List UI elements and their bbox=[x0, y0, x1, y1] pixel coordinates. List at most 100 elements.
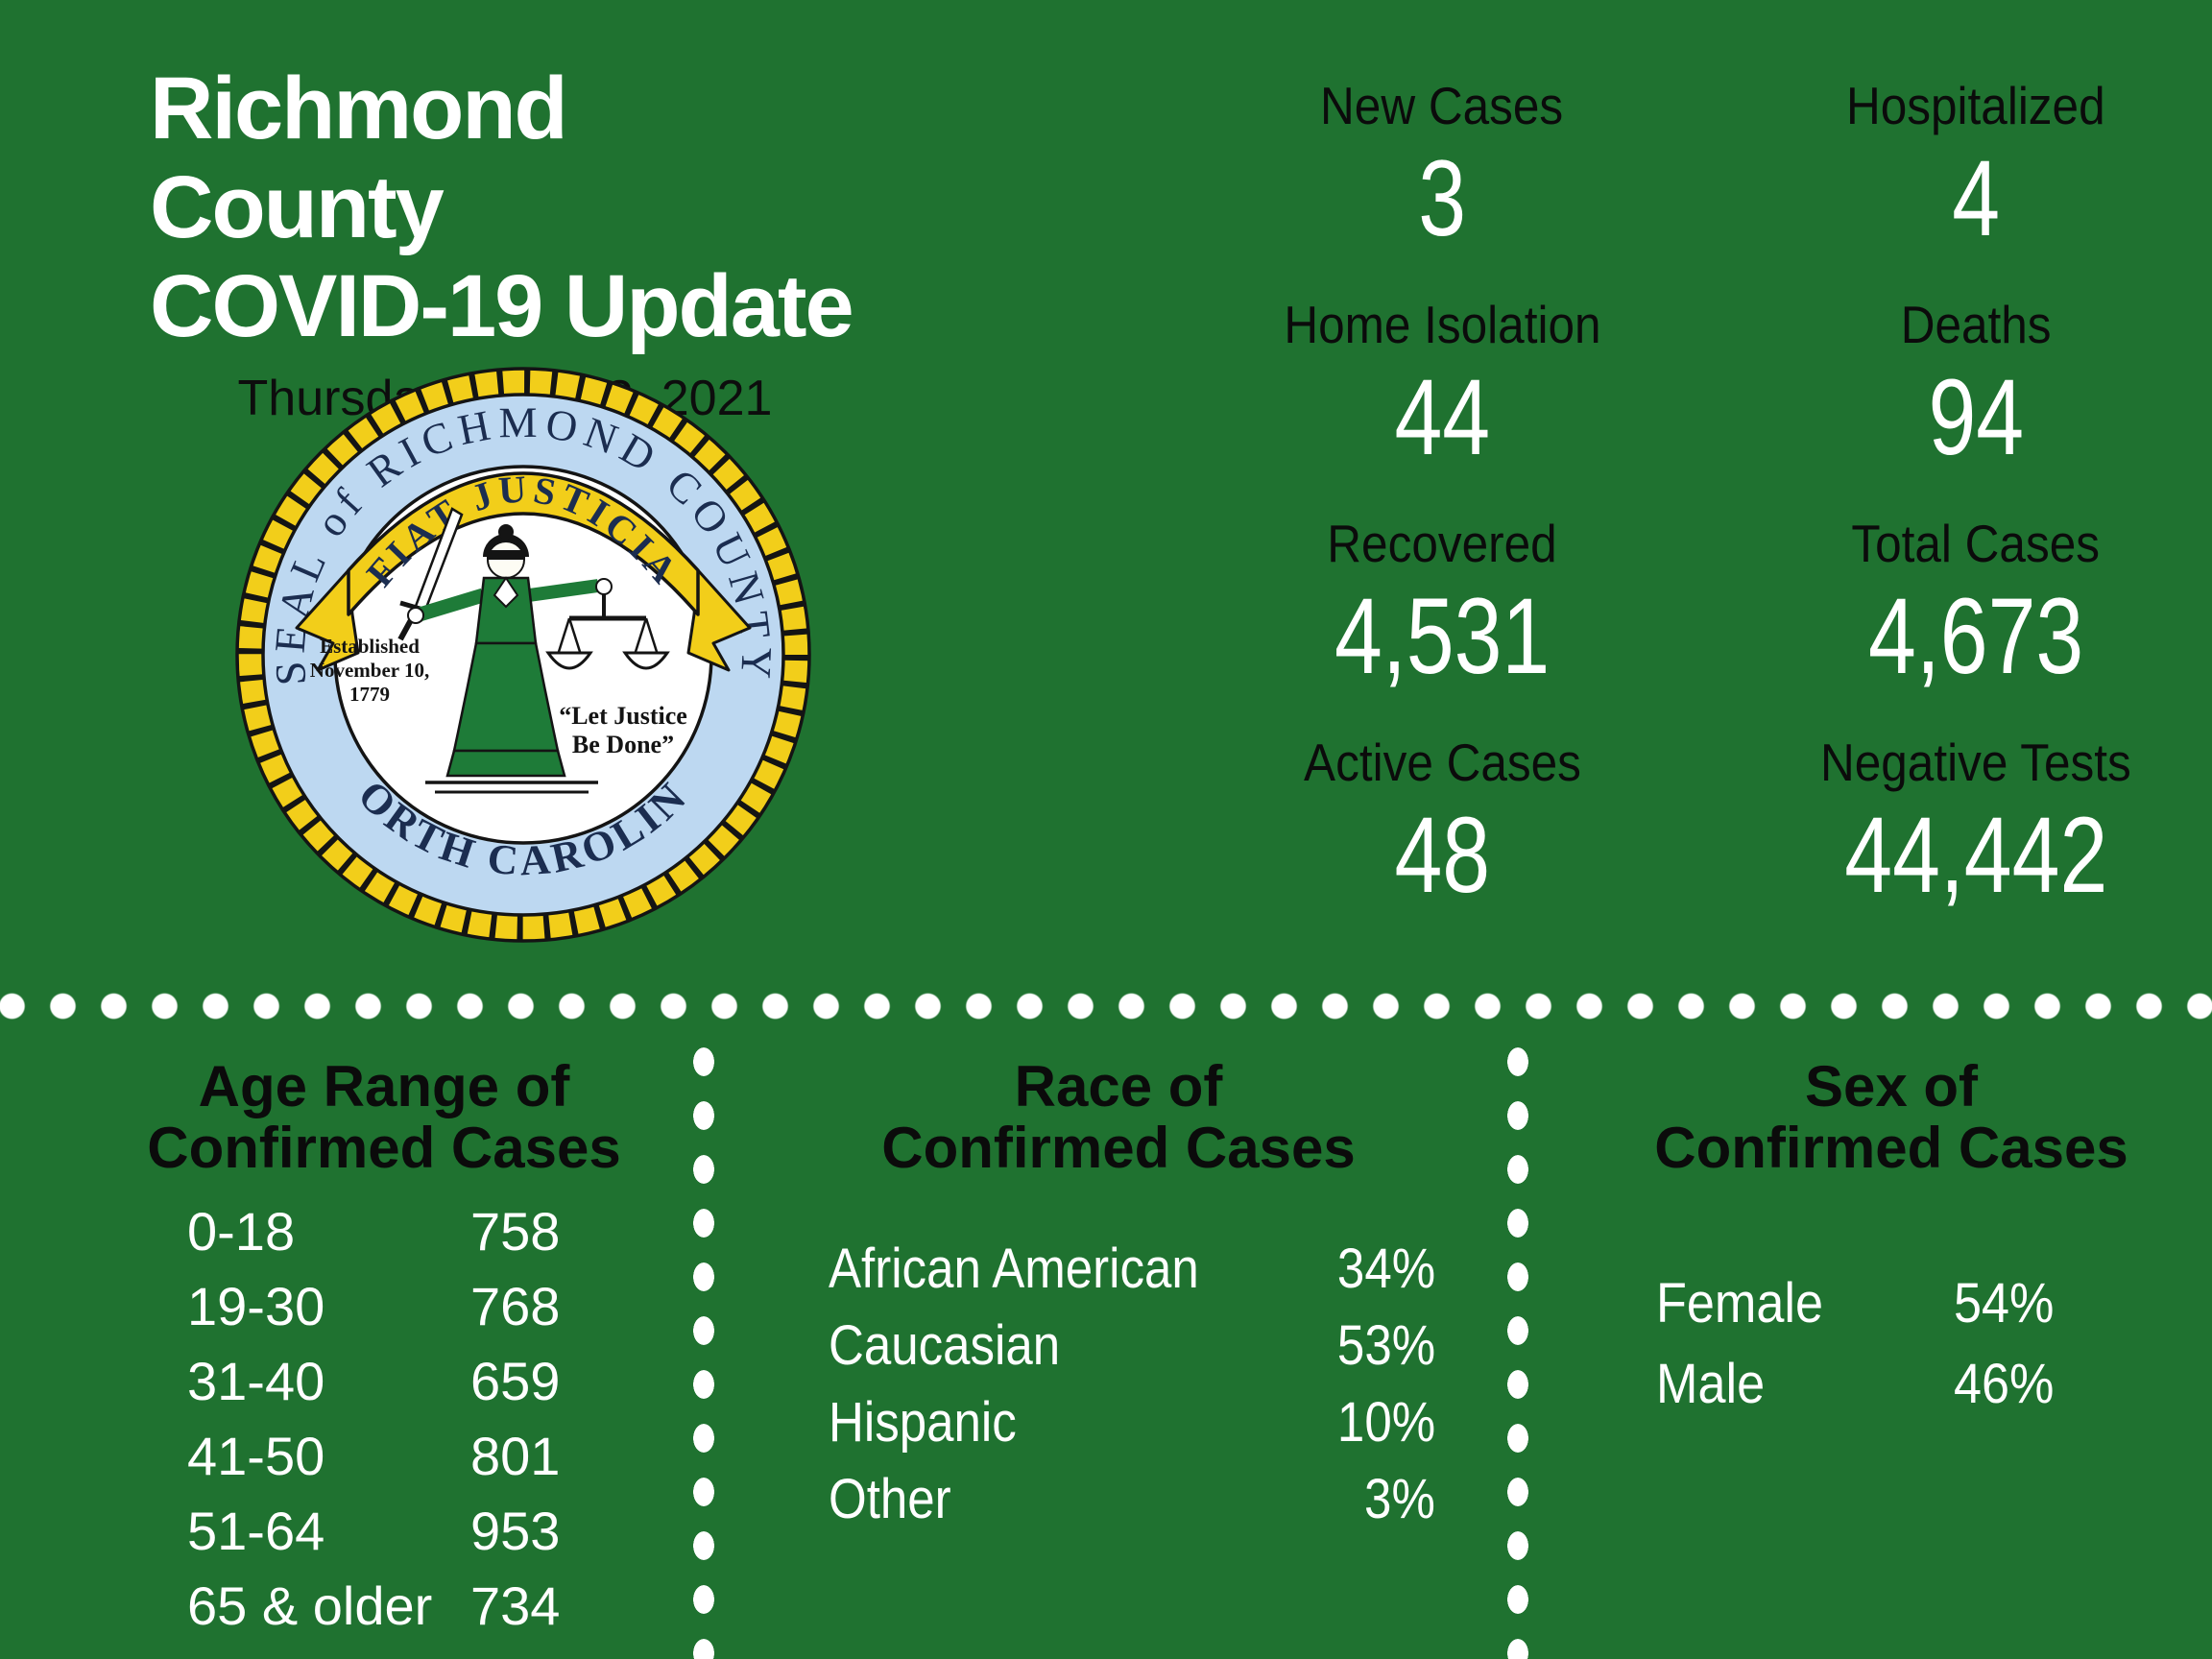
seal-outer-outline bbox=[235, 367, 811, 943]
vertical-dotted-divider-left bbox=[685, 1035, 723, 1659]
banner-tail-right bbox=[686, 568, 752, 672]
race-row: African American 34% bbox=[763, 1231, 1474, 1308]
left-hand bbox=[595, 578, 613, 595]
race-section: Race of Confirmed Cases African American… bbox=[763, 1056, 1474, 1538]
race-row: Caucasian 53% bbox=[763, 1308, 1474, 1384]
seal-motto-text: “Let Justice Be Done” bbox=[559, 702, 687, 758]
race-section-heading: Race of Confirmed Cases bbox=[763, 1056, 1474, 1179]
race-row: Hispanic 10% bbox=[763, 1384, 1474, 1461]
age-row-value: 801 bbox=[470, 1426, 561, 1486]
hair-bun bbox=[498, 524, 514, 540]
vertical-dotted-divider-right bbox=[1499, 1035, 1537, 1659]
race-row-label: African American bbox=[829, 1238, 1199, 1300]
race-row: Other 3% bbox=[763, 1461, 1474, 1538]
stat-label: Deaths bbox=[1900, 295, 2052, 354]
stat-value: 94 bbox=[1928, 357, 2024, 477]
svg-text:1779: 1779 bbox=[349, 683, 390, 706]
age-row: 65 & older 734 bbox=[106, 1569, 662, 1644]
stat-total-cases: Total Cases 4,673 bbox=[1736, 513, 2212, 693]
stat-label: Active Cases bbox=[1303, 733, 1581, 792]
stat-label: Total Cases bbox=[1851, 514, 2101, 573]
sex-row-label: Male bbox=[1656, 1353, 1766, 1415]
sex-row: Male 46% bbox=[1613, 1344, 2170, 1425]
stat-label: Negative Tests bbox=[1820, 733, 2131, 792]
race-row-label: Hispanic bbox=[829, 1391, 1017, 1454]
age-row-value: 758 bbox=[470, 1201, 561, 1262]
blindfold bbox=[487, 550, 525, 560]
age-range-section: Age Range of Confirmed Cases 0-18 758 19… bbox=[106, 1056, 662, 1644]
stat-value: 4,673 bbox=[1867, 576, 2084, 696]
stat-new-cases: New Cases 3 bbox=[1202, 75, 1682, 255]
page-title-line2: COVID-19 Update bbox=[150, 257, 854, 355]
page-title: Richmond County COVID-19 Update bbox=[150, 60, 860, 356]
age-row-label: 0-18 bbox=[187, 1201, 296, 1262]
race-row-label: Caucasian bbox=[829, 1314, 1061, 1377]
sex-heading-line1: Sex of bbox=[1804, 1054, 1979, 1118]
stat-label: Hospitalized bbox=[1846, 76, 2105, 135]
age-row: 19-30 768 bbox=[106, 1269, 662, 1344]
race-list: African American 34% Caucasian 53% Hispa… bbox=[763, 1231, 1474, 1538]
age-row: 41-50 801 bbox=[106, 1419, 662, 1494]
svg-text:“Let Justice: “Let Justice bbox=[559, 702, 687, 730]
svg-text:November 10,: November 10, bbox=[310, 659, 429, 682]
age-row: 31-40 659 bbox=[106, 1344, 662, 1419]
stat-label: New Cases bbox=[1320, 76, 1564, 135]
page-title-line1: Richmond County bbox=[150, 60, 568, 256]
collar bbox=[493, 576, 519, 609]
stat-recovered: Recovered 4,531 bbox=[1202, 513, 1682, 693]
scales-of-justice bbox=[545, 593, 670, 670]
stat-active-cases: Active Cases 48 bbox=[1202, 732, 1682, 912]
stats-grid: New Cases 3 Hospitalized 4 Home Isolatio… bbox=[1202, 75, 2212, 912]
sex-list: Female 54% Male 46% bbox=[1613, 1263, 2170, 1425]
age-list: 0-18 758 19-30 768 31-40 659 41-50 801 5… bbox=[106, 1194, 662, 1644]
skirt-hem bbox=[445, 749, 566, 778]
scale-pan-left bbox=[545, 651, 593, 670]
horizontal-dotted-divider bbox=[0, 987, 2212, 1025]
stat-hospitalized: Hospitalized 4 bbox=[1736, 75, 2212, 255]
lady-justice-figure bbox=[397, 507, 670, 794]
banner-tail-left bbox=[295, 568, 360, 672]
sex-row-value: 54% bbox=[1954, 1272, 2055, 1334]
county-seal: SEAL of RICHMOND COUNTY NORTH CAROLINA F… bbox=[235, 367, 811, 943]
sex-row-label: Female bbox=[1656, 1272, 1824, 1334]
race-row-label: Other bbox=[829, 1468, 951, 1530]
age-row-label: 31-40 bbox=[187, 1351, 325, 1411]
stat-value: 3 bbox=[1418, 138, 1466, 258]
scale-pan-right bbox=[622, 651, 670, 670]
race-row-value: 10% bbox=[1336, 1391, 1435, 1454]
seal-established-text: Established November 10, 1779 bbox=[310, 635, 429, 706]
stat-home-isolation: Home Isolation 44 bbox=[1202, 294, 1682, 474]
stat-deaths: Deaths 94 bbox=[1736, 294, 2212, 474]
race-heading-line1: Race of bbox=[1014, 1054, 1223, 1118]
age-row-value: 768 bbox=[470, 1276, 561, 1336]
age-row: 51-64 953 bbox=[106, 1494, 662, 1569]
seal-rope-twists bbox=[236, 368, 810, 942]
sex-heading-line2: Confirmed Cases bbox=[1654, 1116, 2128, 1180]
right-hand bbox=[407, 607, 424, 624]
age-row-value: 734 bbox=[470, 1575, 561, 1636]
stat-label: Home Isolation bbox=[1283, 295, 1601, 354]
race-heading-line2: Confirmed Cases bbox=[881, 1116, 1356, 1180]
svg-text:Established: Established bbox=[320, 635, 420, 658]
stat-value: 44,442 bbox=[1843, 795, 2108, 915]
race-row-value: 53% bbox=[1336, 1314, 1435, 1377]
sex-row: Female 54% bbox=[1613, 1263, 2170, 1344]
age-section-heading: Age Range of Confirmed Cases bbox=[106, 1056, 662, 1179]
stat-label: Recovered bbox=[1327, 514, 1557, 573]
race-row-value: 3% bbox=[1364, 1468, 1435, 1530]
left-arm bbox=[528, 579, 599, 602]
age-row-label: 41-50 bbox=[187, 1426, 325, 1486]
stat-value: 48 bbox=[1394, 795, 1490, 915]
sex-section: Sex of Confirmed Cases Female 54% Male 4… bbox=[1613, 1056, 2170, 1425]
age-row: 0-18 758 bbox=[106, 1194, 662, 1269]
stat-value: 4 bbox=[1952, 138, 2000, 258]
stat-value: 44 bbox=[1394, 357, 1490, 477]
age-row-label: 65 & older bbox=[187, 1575, 433, 1636]
sex-row-value: 46% bbox=[1954, 1353, 2055, 1415]
sex-section-heading: Sex of Confirmed Cases bbox=[1613, 1056, 2170, 1179]
right-arm bbox=[417, 588, 486, 622]
age-heading-line1: Age Range of bbox=[198, 1054, 570, 1118]
age-heading-line2: Confirmed Cases bbox=[147, 1116, 621, 1180]
age-row-label: 51-64 bbox=[187, 1501, 325, 1561]
age-row-value: 659 bbox=[470, 1351, 561, 1411]
